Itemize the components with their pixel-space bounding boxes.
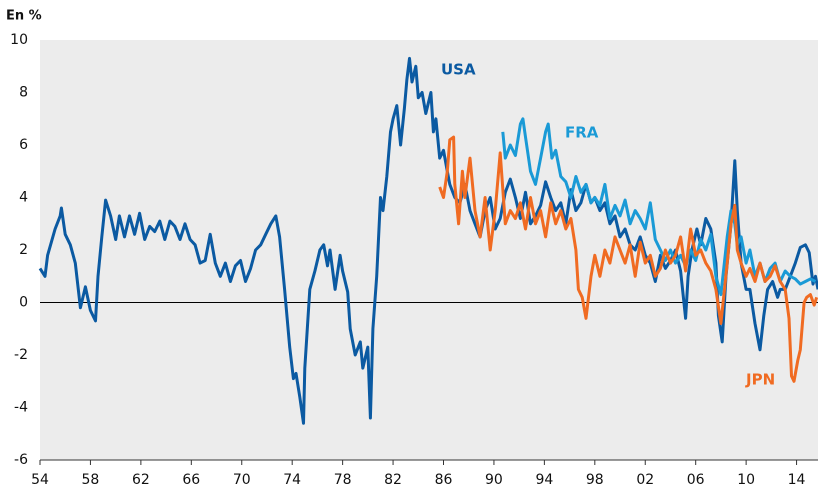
series-label: USA <box>441 61 476 79</box>
series-label: FRA <box>565 124 599 142</box>
y-tick-label: 0 <box>19 295 28 311</box>
y-tick-label: 2 <box>19 242 28 258</box>
y-tick-label: 8 <box>19 85 28 101</box>
x-tick-label: 70 <box>233 472 251 488</box>
series-label: JPN <box>745 371 775 389</box>
x-tick-label: 54 <box>31 472 49 488</box>
x-tick-label: 86 <box>435 472 453 488</box>
x-tick-label: 90 <box>485 472 503 488</box>
y-tick-label: -2 <box>14 347 28 363</box>
x-tick-label: 98 <box>586 472 604 488</box>
x-tick-label: 66 <box>182 472 200 488</box>
x-tick-label: 74 <box>283 472 301 488</box>
x-tick-label: 14 <box>788 472 806 488</box>
y-tick-label: -4 <box>14 400 28 416</box>
x-tick-label: 10 <box>737 472 755 488</box>
x-tick-label: 82 <box>384 472 402 488</box>
line-series <box>38 56 818 425</box>
x-tick-label: 06 <box>687 472 705 488</box>
y-tick-label: 4 <box>19 190 28 206</box>
x-tick-label: 02 <box>636 472 654 488</box>
x-tick-label: 62 <box>132 472 150 488</box>
x-tick-label: 94 <box>535 472 553 488</box>
chart-title: En % <box>6 9 42 24</box>
line-series <box>438 135 818 383</box>
y-tick-label: 10 <box>10 32 28 48</box>
y-tick-label: -6 <box>14 452 28 468</box>
y-tick-label: 6 <box>19 137 28 153</box>
x-tick-label: 78 <box>334 472 352 488</box>
x-tick-label: 58 <box>82 472 100 488</box>
